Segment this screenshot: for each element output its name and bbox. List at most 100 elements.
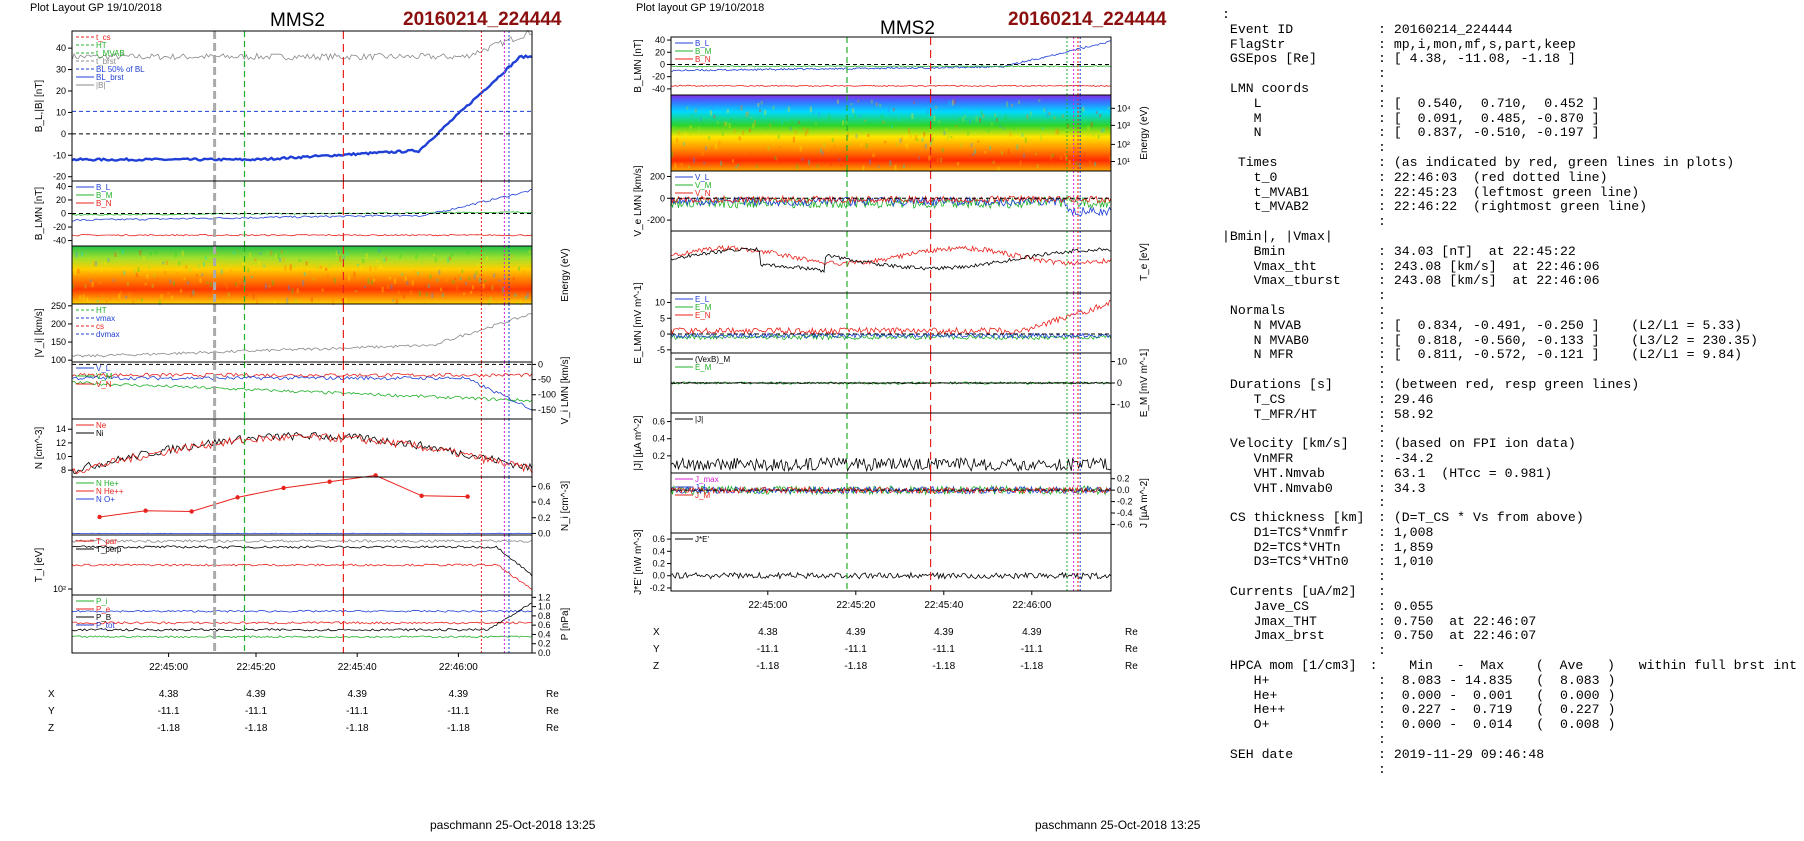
tick-label: 14 (56, 424, 66, 434)
spectrogram-speckle (687, 165, 691, 169)
spectrogram-speckle (779, 145, 782, 149)
tick-label: -20 (53, 172, 66, 182)
legend-label: J*E' (695, 535, 709, 544)
info-key: : (1222, 7, 1230, 22)
spectrogram-speckle (149, 251, 153, 256)
spectrogram-speckle (477, 262, 480, 267)
series-line (670, 40, 1112, 72)
left-footer: paschmann 25-Oct-2018 13:25 (430, 818, 596, 832)
legend-label: J_L (695, 483, 708, 492)
info-row: Jmax_brst: 0.750 at 22:46:07 (1222, 629, 1797, 644)
pos-value: -11.1 (158, 706, 180, 717)
pos-unit: Re (1125, 644, 1138, 655)
y-axis-label: Energy (eV) (560, 248, 571, 301)
spectrogram-speckle (524, 295, 528, 300)
legend-label: |B| (96, 81, 106, 90)
spectrogram-speckle (121, 249, 124, 255)
spectrogram-speckle (526, 292, 529, 299)
spectrogram-speckle (385, 256, 388, 261)
spectrogram-speckle (811, 130, 814, 135)
pos-value: 4.39 (246, 689, 266, 700)
panel-frame (670, 230, 1112, 294)
spectrogram-speckle (701, 151, 704, 156)
spectrogram-speckle (424, 254, 427, 257)
panel-frame (71, 303, 533, 363)
spectrogram-speckle (1063, 152, 1066, 156)
info-value: : (1378, 80, 1386, 96)
y-axis-label: |J| [µA m^-2] (633, 415, 644, 470)
spectrogram-speckle (409, 290, 413, 296)
info-row: : (1222, 214, 1797, 230)
legend-label: cs (96, 322, 104, 331)
y-axis-label: J*E' [nW m^-3] (633, 529, 644, 595)
tick-label: 0.2 (1117, 474, 1130, 484)
spectrogram-speckle (335, 250, 338, 256)
spectrogram-speckle (516, 300, 519, 305)
spectrogram-speckle (142, 255, 145, 261)
spectrogram-speckle (923, 132, 926, 137)
spectrogram-speckle (830, 162, 833, 167)
info-key: Bmin (1222, 243, 1286, 259)
panel-3: T_e [eV] (670, 230, 1150, 294)
info-value: : 58.92 (1378, 406, 1434, 422)
info-value: : (1378, 569, 1386, 585)
spectrogram-speckle (174, 252, 177, 258)
info-key: SEH date (1222, 746, 1294, 762)
spectrogram-speckle (935, 106, 938, 109)
spectrogram-speckle (505, 254, 508, 257)
spectrogram-speckle (448, 256, 452, 261)
pos-value: 4.39 (347, 689, 367, 700)
legend-label: E_L (695, 295, 710, 304)
spectrogram-speckle (91, 281, 94, 288)
spectrogram-speckle (109, 294, 112, 301)
spectrogram-speckle (716, 120, 719, 125)
spectrogram-speckle (759, 109, 762, 113)
info-row: Vmax_tburst: 243.08 [km/s] at 22:46:06 (1222, 274, 1797, 289)
spectrogram-speckle (339, 255, 342, 262)
spectrogram-speckle (187, 281, 190, 285)
series-line (71, 380, 533, 403)
y-axis-label: T_i [eV] (34, 548, 45, 583)
spectrogram-speckle (723, 121, 726, 127)
tick-label: 12 (56, 438, 66, 448)
spectrogram-speckle (833, 144, 836, 149)
spectrogram-speckle (760, 100, 763, 105)
tick-label: 0 (660, 329, 665, 339)
legend-label: (VexB)_M (695, 355, 730, 364)
info-key: VHT.Nmvab (1222, 465, 1325, 481)
spectrogram-speckle (259, 252, 262, 255)
spectrogram-speckle (447, 257, 450, 263)
legend-label: vmax (96, 314, 115, 323)
spectrogram-speckle (735, 165, 738, 169)
spectrogram-speckle (740, 105, 743, 111)
spectrogram-speckle (296, 288, 299, 293)
info-row: Durations [s]: (between red, resp green … (1222, 377, 1797, 393)
x-tick-label: 22:45:00 (149, 662, 188, 673)
panel-0: 40 20 0 -20 -40 B_LMN [nT] B_LB_MB_N (633, 35, 1112, 96)
spectrogram-speckle (484, 279, 487, 283)
pos-value: -1.18 (245, 723, 268, 734)
legend-label: E_N (695, 311, 711, 320)
spectrogram-speckle (762, 113, 765, 119)
spectrogram-speckle (418, 290, 421, 297)
legend-label: Ne (96, 421, 107, 430)
spectrogram-speckle (1006, 101, 1009, 108)
spectrogram-speckle (950, 135, 953, 139)
spectrogram-speckle (241, 261, 245, 266)
spectrogram-speckle (425, 292, 429, 297)
left-title: MMS2 (270, 10, 325, 31)
pos-value: -11.1 (933, 644, 955, 655)
spectrogram-speckle (774, 155, 777, 161)
spectrogram-speckle (199, 278, 202, 284)
spectrogram-speckle (119, 291, 122, 297)
spectrogram-speckle (901, 136, 904, 142)
info-key: t_MVAB1 (1222, 184, 1310, 200)
info-value: : 243.08 [km/s] at 22:46:06 (1378, 273, 1600, 289)
info-value: : 29.46 (1378, 391, 1434, 407)
spectrogram-speckle (1067, 123, 1070, 129)
tick-label: 0.6 (538, 481, 551, 491)
info-key: O+ (1222, 717, 1270, 733)
spectrogram-speckle (392, 299, 395, 302)
tick-label: 200 (650, 171, 665, 181)
info-key: HPCA mom [1/cm3] (1222, 658, 1357, 674)
